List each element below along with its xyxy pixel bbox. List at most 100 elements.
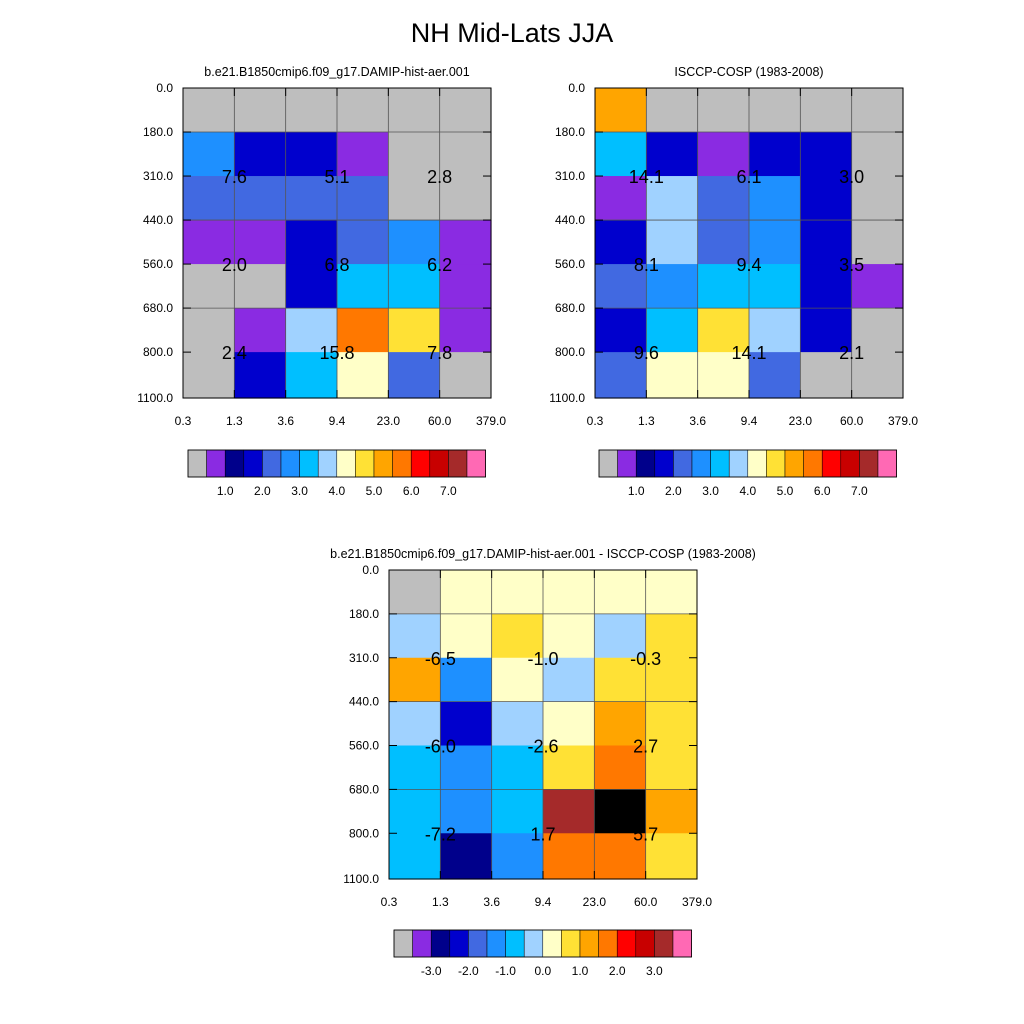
x-tick-label: 23.0 (789, 414, 813, 428)
colorbar-label: 6.0 (814, 484, 831, 498)
y-tick-label: 180.0 (555, 125, 585, 139)
heatmap-cell (183, 132, 235, 177)
data-label: -6.0 (425, 737, 456, 757)
y-tick-label: 440.0 (555, 213, 585, 227)
colorbar-swatch (224, 449, 245, 478)
heatmap-cell (388, 220, 441, 265)
x-tick-label: 379.0 (682, 895, 712, 909)
heatmap-cell (543, 657, 595, 703)
x-tick-label: 3.6 (689, 414, 706, 428)
colorbar-swatch (187, 449, 207, 478)
colorbar-swatch (392, 449, 412, 478)
heatmap-cell (285, 88, 338, 133)
colorbar-label: 5.0 (777, 484, 794, 498)
data-label: 2.7 (633, 737, 658, 757)
heatmap-cell (800, 352, 853, 399)
colorbar-swatch (673, 449, 693, 478)
heatmap-cell (646, 308, 699, 353)
heatmap-cell (388, 88, 441, 133)
y-tick-label: 1100.0 (343, 872, 379, 886)
heatmap-cell (285, 352, 338, 399)
heatmap-cell (800, 132, 853, 177)
heatmap-cell (234, 352, 287, 399)
colorbar-swatch (691, 449, 711, 478)
heatmap-cell (595, 132, 647, 177)
heatmap-cell (439, 352, 492, 399)
heatmap-cell (439, 176, 492, 221)
colorbar-swatch (466, 449, 486, 478)
heatmap-cell (183, 220, 235, 265)
heatmap-cell (389, 570, 441, 615)
heatmap-cell (183, 264, 235, 309)
heatmap-cell (285, 176, 338, 221)
colorbar-label: -1.0 (495, 964, 516, 978)
heatmap-cell (749, 352, 801, 399)
colorbar-swatch (430, 929, 451, 958)
y-tick-label: 1100.0 (549, 391, 585, 405)
colorbar-swatch (206, 449, 226, 478)
heatmap-cell (594, 701, 647, 747)
heatmap-cell (645, 701, 698, 747)
data-label: 2.0 (222, 255, 247, 275)
panel-title: ISCCP-COSP (1983-2008) (674, 65, 823, 79)
colorbar-swatch (598, 449, 618, 478)
heatmap-cell (800, 176, 853, 221)
data-label: 2.4 (222, 343, 247, 363)
x-tick-label: 0.3 (381, 895, 398, 909)
heatmap-cell (491, 833, 544, 880)
data-label: 6.1 (736, 167, 761, 187)
y-tick-label: 310.0 (143, 169, 173, 183)
colorbar-swatch (336, 449, 356, 478)
heatmap-cell (389, 789, 441, 834)
data-label: 6.8 (324, 255, 349, 275)
colorbar-label: 3.0 (702, 484, 719, 498)
heatmap-cell (388, 352, 441, 399)
heatmap-cell (646, 176, 699, 221)
colorbar-swatch (429, 449, 449, 478)
heatmap-cell (389, 833, 441, 880)
heatmap-cell (543, 613, 595, 659)
heatmap-cell (594, 613, 647, 659)
colorbar-swatch (448, 449, 468, 478)
heatmap-cell (595, 220, 647, 265)
heatmap-cell (851, 88, 904, 133)
heatmap-cell (851, 220, 904, 265)
heatmap-cell (595, 308, 647, 353)
heatmap-cell (234, 176, 287, 221)
colorbar-swatch (523, 929, 544, 958)
heatmap-cell (851, 308, 904, 353)
heatmap-cell (234, 88, 287, 133)
y-tick-label: 0.0 (156, 81, 173, 95)
x-tick-label: 9.4 (535, 895, 552, 909)
colorbar-swatch (598, 929, 618, 958)
heatmap-cell (337, 88, 389, 133)
heatmap-cell (440, 701, 493, 747)
heatmap-cell (646, 264, 699, 309)
heatmap-cell (645, 745, 698, 790)
colorbar-label: -3.0 (421, 964, 442, 978)
heatmap-cell (234, 132, 287, 177)
heatmap-cell (595, 176, 647, 221)
heatmap-cell (389, 613, 441, 659)
x-tick-label: 1.3 (638, 414, 655, 428)
y-tick-label: 560.0 (555, 257, 585, 271)
x-tick-label: 379.0 (888, 414, 918, 428)
heatmap-cell (491, 701, 544, 747)
heatmap-cell (594, 833, 647, 880)
heatmap-cell (646, 220, 699, 265)
panel-title: b.e21.B1850cmip6.f09_g17.DAMIP-hist-aer.… (330, 547, 756, 561)
colorbar-swatch (877, 449, 897, 478)
colorbar-swatch (505, 929, 525, 958)
colorbar-swatch (635, 929, 655, 958)
heatmap-cell (183, 308, 235, 353)
colorbar-swatch (468, 929, 488, 958)
heatmap-cell (851, 176, 904, 221)
colorbar-swatch (373, 449, 393, 478)
colorbar-swatch (784, 449, 804, 478)
y-tick-label: 1100.0 (137, 391, 173, 405)
heatmap-cell (440, 570, 493, 615)
heatmap-cell (234, 264, 287, 309)
data-label: 2.8 (427, 167, 452, 187)
panel-title: b.e21.B1850cmip6.f09_g17.DAMIP-hist-aer.… (204, 65, 469, 79)
heatmap-cell (851, 264, 904, 309)
